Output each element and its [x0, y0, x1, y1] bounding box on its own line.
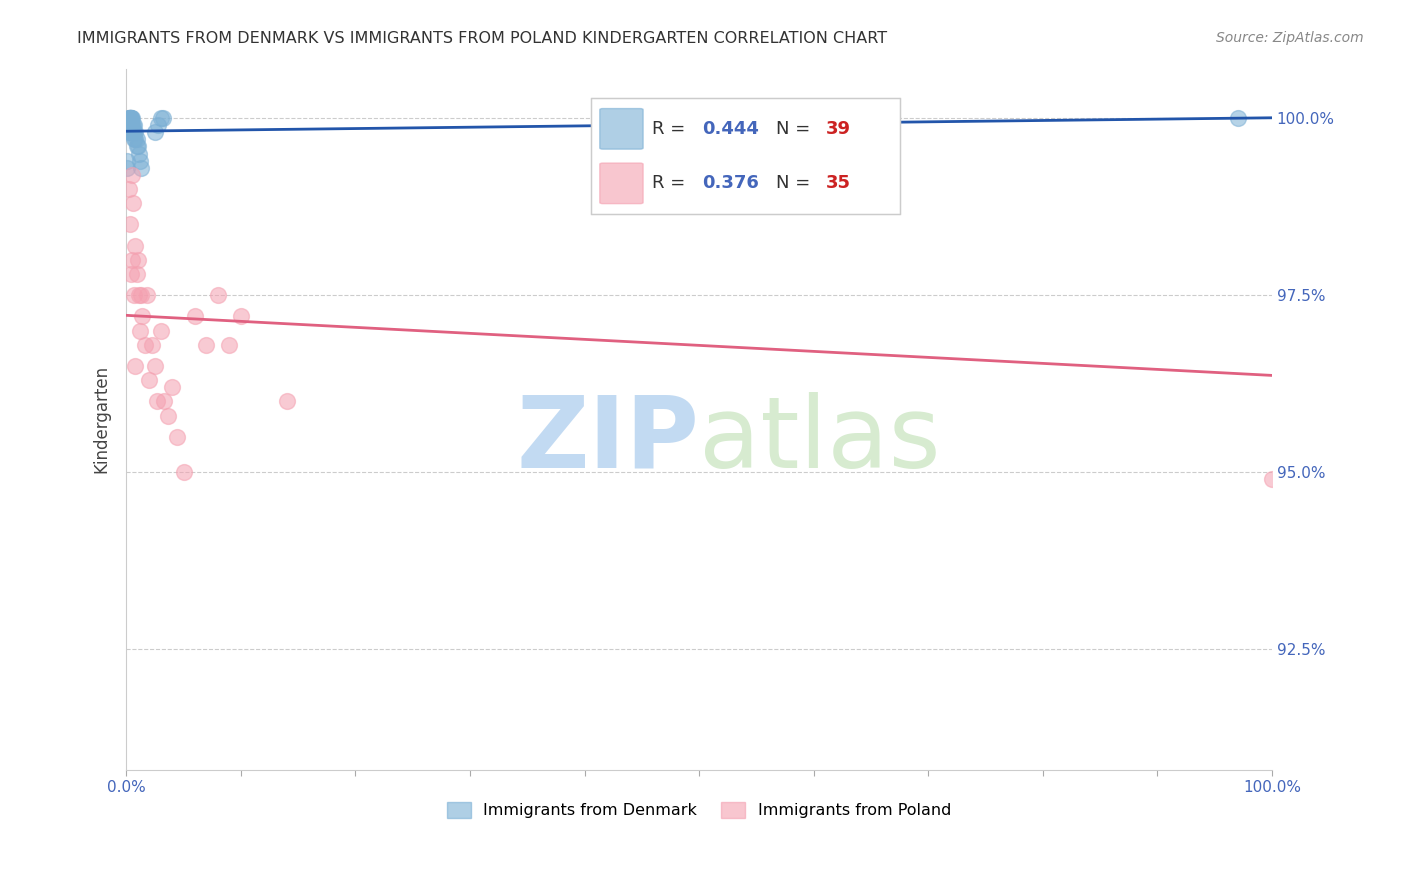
Point: [184, 310, 207, 324]
Point: [148, 118, 170, 132]
Text: R =: R =: [652, 120, 692, 138]
Point: [125, 132, 148, 146]
Point: [128, 146, 150, 161]
Point: [120, 111, 142, 125]
Point: [149, 324, 172, 338]
Point: [117, 182, 139, 196]
Point: [121, 252, 143, 267]
Point: [122, 196, 145, 211]
Point: [138, 373, 160, 387]
Point: [117, 153, 139, 168]
Point: [1226, 111, 1249, 125]
Point: [121, 125, 143, 139]
Text: atlas: atlas: [699, 392, 941, 489]
Text: N =: N =: [776, 174, 815, 192]
Point: [124, 132, 146, 146]
Point: [122, 118, 145, 132]
Text: N =: N =: [776, 120, 815, 138]
Point: [127, 252, 149, 267]
Point: [117, 125, 139, 139]
Point: [122, 125, 145, 139]
Point: [134, 337, 156, 351]
Point: [117, 111, 139, 125]
Point: [120, 111, 142, 125]
Point: [129, 161, 152, 175]
Legend: Immigrants from Denmark, Immigrants from Poland: Immigrants from Denmark, Immigrants from…: [440, 796, 957, 825]
Point: [124, 132, 146, 146]
Point: [127, 139, 149, 153]
Point: [229, 310, 252, 324]
Point: [118, 111, 141, 125]
FancyBboxPatch shape: [600, 109, 643, 149]
Point: [803, 111, 825, 125]
Point: [149, 111, 172, 125]
Text: 35: 35: [825, 174, 851, 192]
Point: [124, 118, 146, 132]
Point: [124, 125, 146, 139]
Text: 39: 39: [825, 120, 851, 138]
Point: [128, 288, 150, 302]
Point: [121, 118, 143, 132]
Point: [118, 118, 141, 132]
Point: [195, 337, 218, 351]
Text: ZIP: ZIP: [516, 392, 699, 489]
Point: [120, 118, 142, 132]
Point: [118, 111, 141, 125]
Point: [117, 161, 139, 175]
Point: [141, 337, 163, 351]
Point: [118, 111, 141, 125]
Point: [124, 238, 146, 252]
Point: [117, 118, 139, 132]
Point: [124, 288, 146, 302]
Point: [118, 217, 141, 231]
Point: [121, 168, 143, 182]
FancyBboxPatch shape: [600, 163, 643, 203]
Point: [1261, 472, 1284, 486]
Point: [143, 359, 166, 373]
Point: [146, 394, 169, 409]
Text: R =: R =: [652, 174, 692, 192]
Point: [117, 111, 139, 125]
Text: Source: ZipAtlas.com: Source: ZipAtlas.com: [1216, 31, 1364, 45]
Point: [118, 111, 141, 125]
Point: [118, 125, 141, 139]
Point: [156, 409, 179, 423]
Point: [120, 267, 142, 281]
Point: [124, 359, 146, 373]
Point: [125, 139, 148, 153]
Point: [121, 111, 143, 125]
Point: [276, 394, 298, 409]
Point: [129, 288, 152, 302]
Point: [118, 111, 141, 125]
Text: IMMIGRANTS FROM DENMARK VS IMMIGRANTS FROM POLAND KINDERGARTEN CORRELATION CHART: IMMIGRANTS FROM DENMARK VS IMMIGRANTS FR…: [77, 31, 887, 46]
Point: [166, 430, 188, 444]
Point: [135, 288, 157, 302]
Text: 0.444: 0.444: [702, 120, 759, 138]
Point: [125, 267, 148, 281]
Point: [124, 125, 146, 139]
Text: 0.376: 0.376: [702, 174, 759, 192]
Point: [143, 125, 166, 139]
Y-axis label: Kindergarten: Kindergarten: [93, 365, 110, 473]
Point: [131, 310, 153, 324]
Point: [153, 394, 176, 409]
Point: [207, 288, 229, 302]
Point: [129, 153, 152, 168]
Point: [173, 465, 195, 479]
Point: [218, 337, 240, 351]
Point: [129, 324, 152, 338]
Point: [120, 111, 142, 125]
Point: [152, 111, 174, 125]
Point: [120, 118, 142, 132]
Point: [160, 380, 183, 394]
